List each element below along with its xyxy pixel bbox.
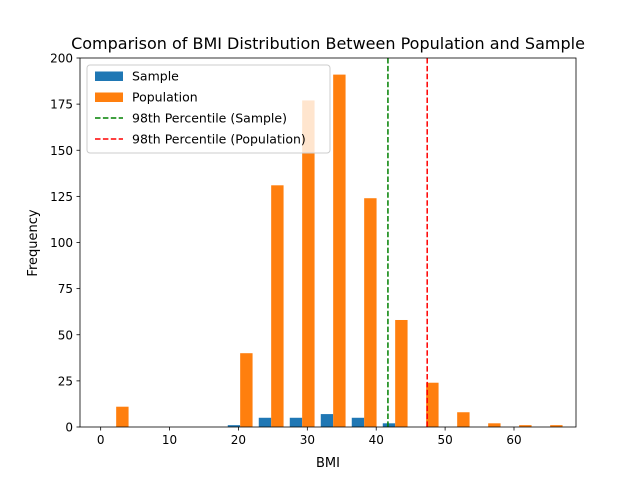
population-bar [302, 100, 315, 427]
x-tick-label: 10 [162, 433, 177, 447]
y-tick-label: 125 [50, 190, 73, 204]
population-bar [271, 185, 284, 427]
y-axis-label: Frequency [26, 209, 41, 276]
x-tick-label: 40 [369, 433, 384, 447]
y-tick-label: 25 [58, 374, 73, 388]
sample-bar [320, 414, 334, 427]
legend-box [86, 64, 331, 154]
x-tick-label: 50 [437, 433, 452, 447]
sample-bar [382, 423, 396, 427]
legend: Sample Population 98th Percentile (Sample)… [86, 64, 331, 154]
population-bar [519, 425, 532, 427]
population-bar [395, 319, 408, 427]
y-tick-label: 75 [58, 282, 73, 296]
x-tick-label: 30 [300, 433, 315, 447]
x-tick-label: 0 [97, 433, 105, 447]
sample-bar [289, 417, 303, 427]
y-tick-label: 0 [65, 421, 73, 435]
population-bar [488, 423, 501, 427]
legend-swatch [95, 92, 123, 102]
y-tick-label: 100 [50, 236, 73, 250]
axes: 0 10 20 30 40 50 60 0 25 50 75 100 125 150 175 200 [50, 52, 577, 447]
x-tick-label: 20 [231, 433, 246, 447]
population-bar [426, 382, 439, 427]
legend-label: Population [132, 90, 198, 105]
legend-swatch [95, 71, 123, 81]
legend-label: Sample [132, 69, 179, 84]
plot-area [116, 58, 563, 427]
sample-bar [351, 417, 365, 427]
y-tick-label: 200 [50, 52, 73, 66]
population-bar [550, 425, 563, 427]
legend-label: 98th Percentile (Population) [132, 132, 306, 147]
population-bar [240, 353, 253, 427]
x-axis-label: BMI [316, 456, 340, 471]
y-tick-label: 175 [50, 98, 73, 112]
population-bar [116, 406, 129, 427]
sample-bar [258, 417, 272, 427]
chart-title: Comparison of BMI Distribution Between P… [71, 34, 585, 53]
population-bar [457, 412, 470, 427]
population-bar [333, 74, 346, 427]
legend-label: 98th Percentile (Sample) [132, 111, 287, 126]
population-bar [364, 198, 377, 427]
y-tick-label: 150 [50, 144, 73, 158]
sample-bar [227, 425, 241, 427]
y-tick-label: 50 [58, 328, 73, 342]
x-tick-label: 60 [506, 433, 521, 447]
